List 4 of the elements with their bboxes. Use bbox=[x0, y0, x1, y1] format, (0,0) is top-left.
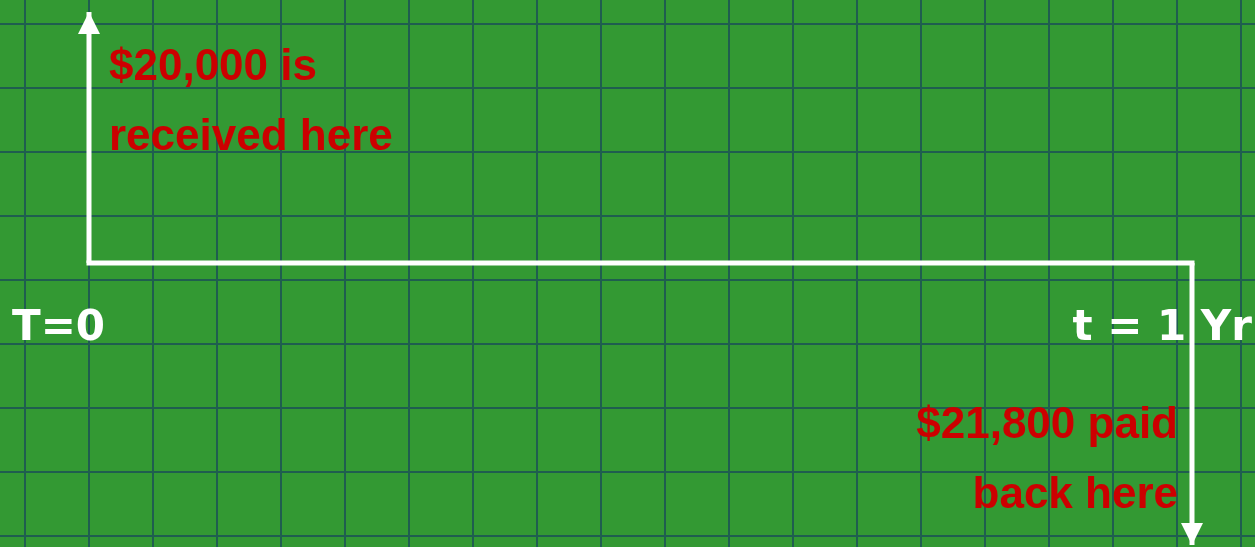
annotation: $20,000 is received here bbox=[109, 40, 393, 160]
x-tick-label: T=0 bbox=[12, 301, 106, 350]
x-tick-label: t = 1 Yr bbox=[1072, 301, 1253, 350]
annotation: $21,800 paid back here bbox=[916, 398, 1178, 517]
